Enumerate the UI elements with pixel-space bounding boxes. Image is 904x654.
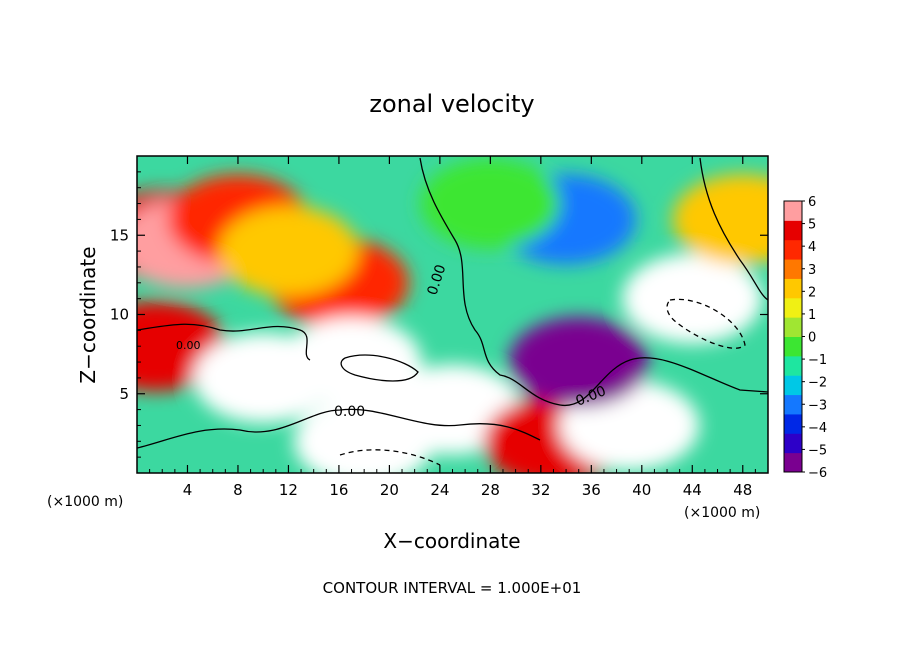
contour-zero-right — [699, 157, 768, 301]
colorbar-swatch — [784, 375, 802, 396]
colorbar-swatch — [784, 239, 802, 260]
x-tick-label: 36 — [582, 481, 601, 499]
contour-lines — [137, 157, 768, 466]
x-tick-label: 4 — [183, 481, 193, 499]
colorbar-tick-label: −3 — [808, 398, 827, 413]
colorbar-swatch — [784, 317, 802, 337]
colorbar: 6 5 4 3 2 1 0 −1 −2 −3 −4 −5 −6 — [783, 195, 827, 481]
x-axis-label: X−coordinate — [383, 529, 520, 553]
colorbar-tick-label: −4 — [808, 421, 827, 436]
contour-zero-upper — [419, 157, 768, 406]
colorbar-swatch — [784, 259, 802, 279]
colorbar-tick-label: −2 — [808, 376, 827, 391]
x-tick-label: 12 — [279, 481, 298, 499]
colorbar-tick-label: 4 — [808, 240, 816, 255]
field-region — [218, 206, 359, 297]
colorbar-swatch — [784, 336, 802, 357]
y-axis: 5 10 15 Z−coordinate — [76, 171, 768, 458]
x-unit-left: (×1000 m) — [47, 494, 123, 510]
colorbar-swatch — [784, 355, 802, 376]
x-tick-label: 20 — [380, 481, 399, 499]
colorbar-swatch — [784, 278, 802, 299]
heatmap-field — [137, 156, 768, 473]
colorbar-swatch — [784, 201, 802, 221]
y-tick-label: 15 — [110, 226, 129, 244]
x-unit-right: (×1000 m) — [684, 505, 760, 521]
x-tick-label: 32 — [531, 481, 550, 499]
field-region — [420, 158, 561, 249]
field-region — [622, 253, 763, 344]
x-tick-label: 40 — [632, 481, 651, 499]
colorbar-tick-label: 6 — [808, 195, 816, 210]
x-tick-label: 16 — [329, 481, 348, 499]
field-region — [672, 174, 768, 265]
contour-interval-note: CONTOUR INTERVAL = 1.000E+01 — [323, 579, 582, 597]
colorbar-swatch — [784, 297, 802, 318]
y-axis-label: Z−coordinate — [76, 246, 100, 383]
colorbar-swatch — [784, 433, 802, 454]
contour-zero-lower — [137, 408, 541, 449]
colorbar-tick-label: −5 — [808, 443, 827, 458]
field-region — [281, 317, 422, 408]
colorbar-swatch — [784, 220, 802, 241]
field-region — [508, 317, 649, 408]
colorbar-tick-label: 1 — [808, 308, 816, 323]
colorbar-tick-label: −1 — [808, 353, 827, 368]
contour-zero-left — [137, 323, 311, 361]
y-tick-label: 5 — [119, 385, 129, 403]
x-axis: 4 8 12 16 20 24 28 32 36 40 44 48 (×1000 m) (×1000 … — [47, 156, 760, 553]
x-tick-label: 44 — [683, 481, 702, 499]
contour-label: 0.00 — [176, 339, 201, 352]
colorbar-swatch — [784, 394, 802, 415]
colorbar-swatch — [784, 452, 802, 473]
contour-bottom-dashed — [339, 449, 441, 466]
colorbar-swatch — [784, 413, 802, 434]
contour-closed-a — [340, 354, 419, 382]
colorbar-tick-label: 2 — [808, 285, 816, 300]
colorbar-tick-label: −6 — [808, 466, 827, 481]
y-tick-label: 10 — [110, 306, 129, 324]
contour-label: 0.00 — [334, 404, 365, 420]
x-tick-label: 8 — [233, 481, 243, 499]
colorbar-tick-label: 0 — [808, 331, 816, 346]
x-tick-label: 28 — [481, 481, 500, 499]
x-tick-label: 48 — [733, 481, 752, 499]
contour-neg-dashed — [666, 298, 746, 349]
x-tick-label: 24 — [430, 481, 449, 499]
colorbar-tick-label: 3 — [808, 263, 816, 278]
colorbar-tick-label: 5 — [808, 218, 816, 233]
chart-title: zonal velocity — [369, 90, 534, 118]
